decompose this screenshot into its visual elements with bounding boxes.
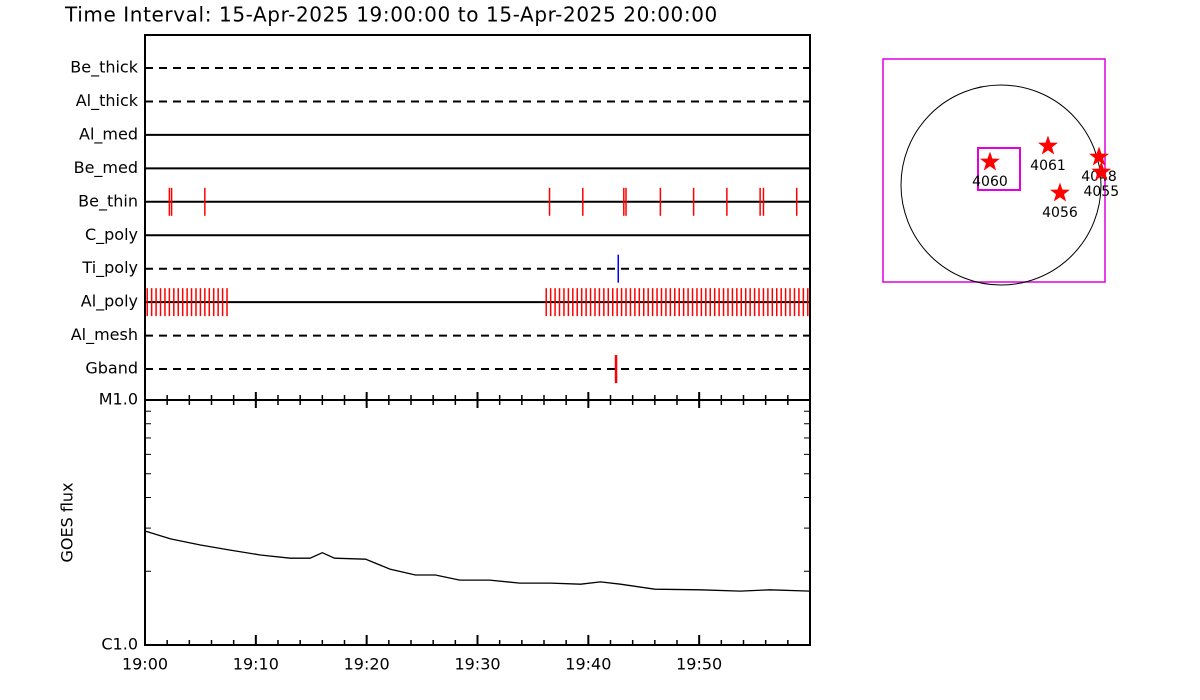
- region-label: 4056: [1042, 205, 1078, 221]
- row-label: Be_med: [74, 158, 138, 178]
- x-tick-label: 19:50: [676, 655, 722, 674]
- region-star: [1038, 135, 1058, 155]
- solar-limb: [900, 84, 1102, 286]
- x-tick-label: 19:20: [344, 655, 390, 674]
- x-tick-label: 19:30: [454, 655, 500, 674]
- y-tick-label: M1.0: [99, 390, 138, 409]
- row-label: Al_mesh: [71, 325, 138, 345]
- row-label: Al_thick: [76, 91, 139, 111]
- chart-title: Time Interval: 15-Apr-2025 19:00:00 to 1…: [64, 3, 718, 27]
- x-tick-label: 19:00: [122, 655, 168, 674]
- x-tick-label: 19:10: [233, 655, 279, 674]
- row-label: Gband: [85, 359, 138, 378]
- row-label: C_poly: [85, 225, 138, 245]
- y-tick-label: C1.0: [101, 635, 138, 654]
- row-label: Ti_poly: [81, 258, 138, 278]
- region-label: 4055: [1083, 184, 1119, 200]
- row-label: Al_poly: [81, 292, 138, 312]
- flux-line: [144, 530, 811, 592]
- row-label: Al_med: [79, 124, 138, 144]
- row-label: Be_thin: [78, 191, 138, 211]
- region-star: [1091, 161, 1112, 181]
- y-axis-label: GOES flux: [58, 482, 77, 562]
- region-star: [1089, 146, 1109, 166]
- row-label: Be_thick: [70, 58, 138, 78]
- region-star: [980, 151, 1000, 171]
- region-star: [1050, 182, 1070, 202]
- region-label: 4061: [1030, 158, 1066, 174]
- fov-box: [977, 147, 1021, 191]
- region-label: 4060: [972, 174, 1008, 190]
- x-tick-label: 19:40: [565, 655, 611, 674]
